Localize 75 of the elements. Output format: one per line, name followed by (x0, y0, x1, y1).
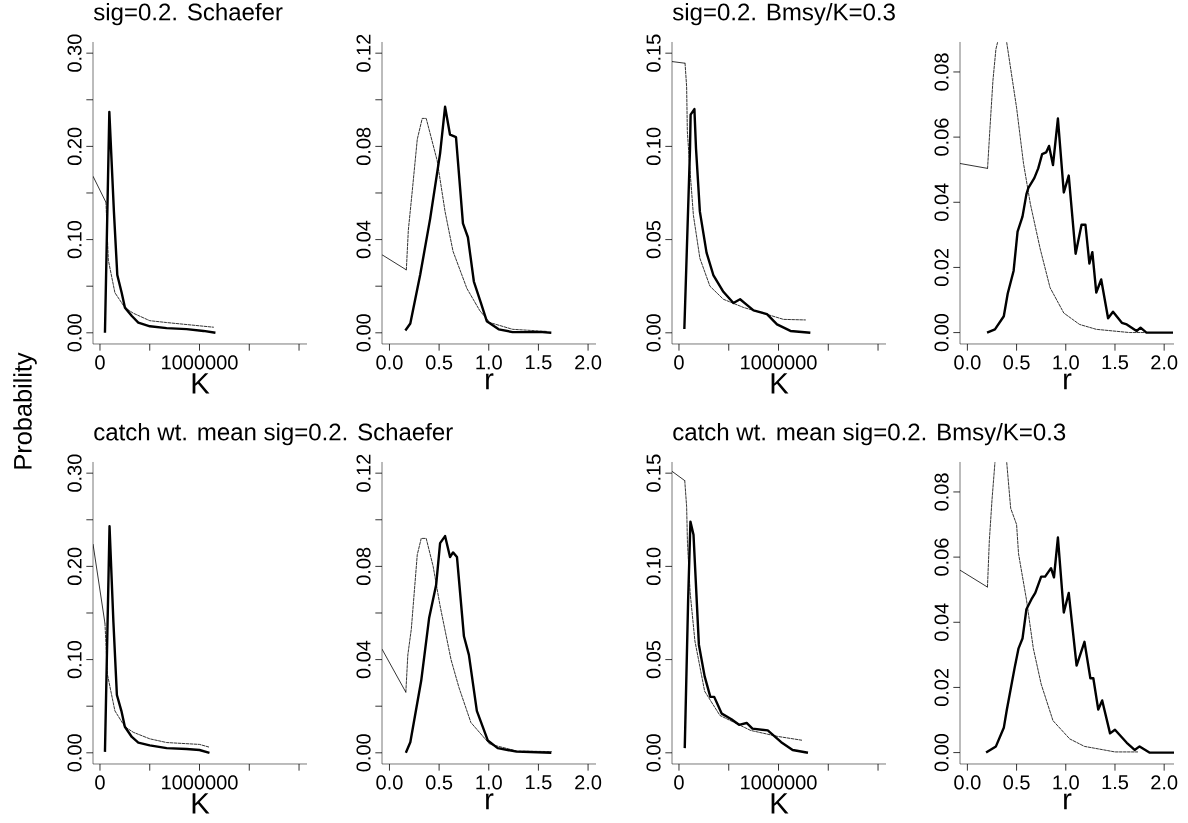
x-tick-label: 1000000 (162, 355, 238, 370)
y-tick-label: 0.02 (934, 248, 949, 287)
x-tick-label: 0.0 (954, 355, 981, 370)
y-tick-label: 0.00 (356, 734, 371, 772)
y-tick-label: 0.08 (934, 473, 949, 511)
x-tick-label: 1000000 (741, 355, 817, 370)
x-tick-label: 0.0 (376, 355, 403, 370)
x-tick-label: 1.5 (1102, 355, 1129, 370)
y-tick-label: 0.00 (646, 314, 661, 352)
y-tick-label: 0.00 (67, 314, 82, 352)
y-tick-label: 0.00 (934, 733, 949, 772)
x-tick-label: 1000000 (741, 775, 817, 790)
y-tick-label: 0.10 (646, 127, 661, 166)
y-tick-label: 0.10 (67, 220, 82, 259)
y-tick-label: 0.15 (646, 34, 661, 72)
x-axis-title: K (192, 373, 210, 394)
x-tick-label: 0 (95, 775, 105, 790)
x-tick-label: 2.0 (1151, 775, 1178, 790)
y-tick-label: 0.12 (356, 34, 371, 72)
chart-title: catch wt. mean sig=0.2. Schaefer (94, 422, 453, 446)
y-tick-label: 0.04 (934, 183, 949, 221)
x-tick-label: 1.5 (1102, 775, 1129, 790)
y-tick-label: 0.04 (356, 220, 371, 259)
chart-title: sig=0.2. Schaefer (93, 2, 283, 26)
x-axis-title: r (1064, 793, 1072, 810)
y-tick-label: 0.05 (646, 640, 661, 679)
y-tick-label: 0.02 (934, 668, 949, 707)
x-tick-label: 1.0 (476, 355, 502, 370)
x-tick-label: 0.5 (1003, 355, 1030, 370)
x-tick-label: 0.5 (1003, 775, 1030, 790)
x-tick-label: 1000000 (162, 775, 238, 790)
x-axis-title: K (192, 793, 210, 814)
y-tick-label: 0.08 (356, 127, 371, 166)
x-tick-label: 0.0 (376, 775, 403, 790)
x-tick-label: 0 (95, 355, 105, 370)
y-tick-label: 0.00 (67, 734, 82, 772)
y-tick-label: 0.08 (356, 547, 371, 586)
x-axis-title: r (486, 373, 494, 390)
x-tick-label: 1.0 (1053, 775, 1079, 790)
x-tick-label: 0 (674, 775, 684, 790)
x-tick-label: 2.0 (575, 355, 602, 370)
y-tick-label: 0.30 (67, 34, 82, 72)
x-tick-label: 2.0 (575, 775, 602, 790)
y-tick-label: 0.00 (356, 314, 371, 352)
chart-title: catch wt. mean sig=0.2. Bmsy/K=0.3 (673, 422, 1066, 446)
x-tick-label: 1.0 (476, 775, 502, 790)
y-tick-label: 0.12 (356, 454, 371, 492)
y-tick-label: 0.15 (646, 454, 661, 492)
x-tick-label: 0 (674, 355, 684, 370)
y-tick-label: 0.04 (934, 603, 949, 641)
x-axis-title: K (771, 373, 789, 394)
y-tick-label: 0.20 (67, 547, 82, 586)
x-tick-label: 1.0 (1053, 355, 1079, 370)
y-tick-label: 0.05 (646, 220, 661, 259)
x-tick-label: 1.5 (526, 355, 552, 370)
y-tick-label: 0.06 (934, 538, 949, 576)
y-tick-label: 0.10 (67, 640, 82, 679)
y-tick-label: 0.04 (356, 640, 371, 679)
y-tick-label: 0.10 (646, 547, 661, 586)
chart-title: sig=0.2. Bmsy/K=0.3 (672, 2, 895, 26)
x-axis-title: K (771, 793, 789, 814)
x-axis-title: r (1064, 373, 1072, 390)
y-tick-label: 0.00 (646, 734, 661, 772)
y-axis-title: Probability (13, 352, 37, 469)
y-tick-label: 0.30 (67, 454, 82, 492)
x-tick-label: 1.5 (526, 775, 552, 790)
x-tick-label: 2.0 (1151, 355, 1178, 370)
x-axis-title: r (486, 793, 494, 810)
x-tick-label: 0.5 (425, 355, 453, 370)
x-tick-label: 0.5 (425, 775, 453, 790)
y-tick-label: 0.08 (934, 53, 949, 91)
y-tick-label: 0.06 (934, 118, 949, 156)
y-tick-label: 0.20 (67, 127, 82, 166)
y-tick-label: 0.00 (934, 313, 949, 352)
x-tick-label: 0.0 (954, 775, 981, 790)
